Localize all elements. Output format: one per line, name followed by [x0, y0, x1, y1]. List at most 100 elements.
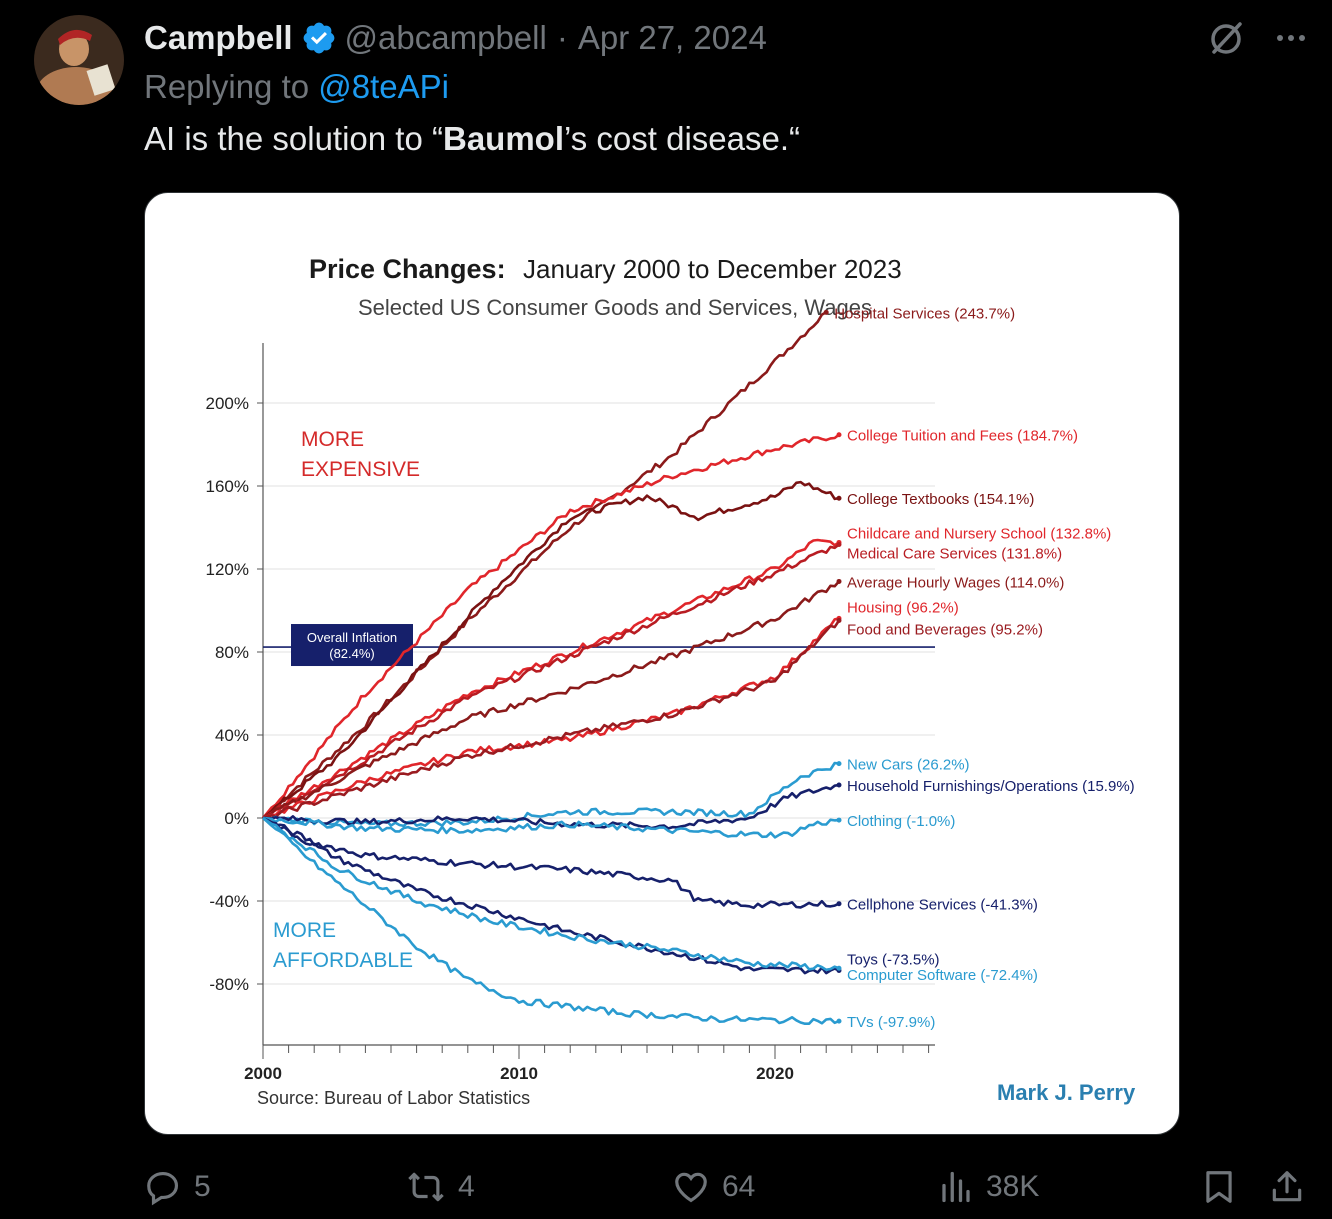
series-end-point: [823, 309, 829, 315]
like-button[interactable]: 64: [672, 1162, 755, 1212]
repost-count: 4: [458, 1170, 475, 1203]
reply-icon: [147, 1171, 179, 1206]
series-end-point: [836, 432, 842, 438]
like-count: 64: [722, 1170, 756, 1203]
chart-source: Source: Bureau of Labor Statistics: [257, 1088, 530, 1108]
tweet-header: Campbell @abcampbell · Apr 27, 2024: [144, 16, 767, 60]
avatar[interactable]: [34, 15, 124, 105]
y-tick-label: 160%: [206, 477, 249, 496]
series-label: Childcare and Nursery School (132.8%): [847, 525, 1111, 542]
tweet-action-bar: 5 4 64 38K: [0, 1162, 1332, 1212]
y-tick-label: -40%: [209, 892, 249, 911]
inflation-value: (82.4%): [329, 646, 375, 661]
views-count: 38K: [986, 1170, 1040, 1203]
zone-bottom-line2: AFFORDABLE: [273, 949, 413, 972]
chart-axes: 200% 160% 120% 80% 40% 0% -40% -80% 2000 2010 2020: [206, 343, 935, 1083]
tweet-top-actions: [1206, 18, 1308, 63]
chart-grid: [263, 402, 935, 985]
series-end-point: [836, 761, 842, 767]
chart-title: Price Changes:: [309, 254, 506, 284]
series-line: [262, 816, 840, 972]
replying-label: Replying to: [144, 68, 310, 105]
series-label: Clothing (-1.0%): [847, 813, 955, 830]
series-line: [262, 538, 840, 820]
share-button[interactable]: [1268, 1162, 1306, 1212]
inflation-box: [291, 624, 413, 667]
reply-mention-link[interactable]: @8teAPi: [318, 68, 450, 105]
like-icon: [675, 1172, 707, 1203]
x-tick-label: 2000: [244, 1064, 282, 1083]
inflation-reference: Overall Inflation(82.4%): [263, 624, 935, 667]
separator: ·: [556, 19, 568, 56]
series-line: [262, 816, 840, 910]
series-label: Cellphone Services (-41.3%): [847, 897, 1038, 914]
chart-title-range: January 2000 to December 2023: [523, 254, 902, 284]
views-button[interactable]: 38K: [938, 1162, 1039, 1212]
series-label: Hospital Services (243.7%): [834, 305, 1015, 322]
series-line: [261, 433, 840, 819]
series-line: [262, 311, 827, 819]
price-change-chart: Price Changes: January 2000 to December …: [206, 254, 1136, 1108]
more-icon[interactable]: [1274, 21, 1308, 60]
tweet-text: AI is the solution to “Baumol’s cost dis…: [144, 120, 800, 158]
series-end-point: [836, 817, 842, 823]
inflation-label: Overall Inflation: [307, 630, 397, 645]
repost-button[interactable]: 4: [406, 1162, 475, 1212]
author-handle[interactable]: @abcampbell: [344, 19, 547, 56]
series-label: Toys (-73.5%): [847, 952, 940, 969]
reply-button[interactable]: 5: [144, 1162, 211, 1212]
tweet-media-chart[interactable]: Price Changes: January 2000 to December …: [144, 192, 1180, 1135]
x-tick-label: 2010: [500, 1064, 538, 1083]
x-tick-label: 2020: [756, 1064, 794, 1083]
y-tick-label: 0%: [224, 809, 249, 828]
y-tick-label: -80%: [209, 975, 249, 994]
tweet-text-part: AI is the solution to “: [144, 120, 443, 157]
grok-icon[interactable]: [1206, 18, 1246, 63]
share-icon: [1272, 1171, 1302, 1202]
y-tick-label: 80%: [215, 643, 249, 662]
zone-top-line1: MORE: [301, 428, 364, 451]
series-line: [262, 580, 840, 820]
series-label: Medical Care Services (131.8%): [847, 546, 1062, 563]
zone-bottom-line1: MORE: [273, 919, 336, 942]
tweet-date[interactable]: Apr 27, 2024: [577, 19, 767, 56]
y-tick-label: 40%: [215, 726, 249, 745]
series-label: Computer Software (-72.4%): [847, 967, 1038, 984]
series-end-point: [836, 901, 842, 907]
series-end-point: [836, 965, 842, 971]
views-icon: [942, 1171, 970, 1203]
series-line: [262, 543, 840, 820]
series-label: College Textbooks (154.1%): [847, 491, 1034, 508]
series-end-point: [836, 542, 842, 548]
bookmark-button[interactable]: [1200, 1162, 1238, 1212]
verified-badge-icon: [301, 20, 337, 56]
repost-icon: [408, 1172, 444, 1202]
series-line: [262, 617, 840, 820]
series-label: Household Furnishings/Operations (15.9%): [847, 778, 1135, 795]
series-line: [262, 761, 840, 828]
series-labels: Hospital Services (243.7%) College Tuitio…: [834, 305, 1134, 1031]
series-line: [262, 783, 840, 830]
series-label: Housing (96.2%): [847, 599, 959, 616]
chart-author: Mark J. Perry: [997, 1080, 1136, 1105]
zone-top-line2: EXPENSIVE: [301, 458, 420, 481]
series-label: New Cars (26.2%): [847, 757, 970, 774]
author-name[interactable]: Campbell: [144, 19, 293, 56]
y-tick-label: 200%: [206, 394, 249, 413]
series-label: Food and Beverages (95.2%): [847, 621, 1043, 638]
series-label: College Tuition and Fees (184.7%): [847, 428, 1078, 445]
replying-to: Replying to @8teAPi: [144, 68, 449, 106]
series-line: [262, 619, 841, 820]
tweet-text-end: ’s cost disease.“: [564, 120, 800, 157]
series-end-point: [836, 782, 842, 788]
series-end-point: [836, 578, 842, 584]
series-line: [262, 817, 840, 1026]
series-end-point: [836, 495, 842, 501]
series-line: [262, 480, 840, 820]
series-end-point: [836, 1018, 842, 1024]
series-end-point: [836, 617, 842, 623]
series-line: [262, 816, 840, 975]
series-label: Average Hourly Wages (114.0%): [847, 574, 1064, 591]
bookmark-icon: [1206, 1171, 1232, 1203]
tweet-text-bold: Baumol: [442, 120, 564, 157]
